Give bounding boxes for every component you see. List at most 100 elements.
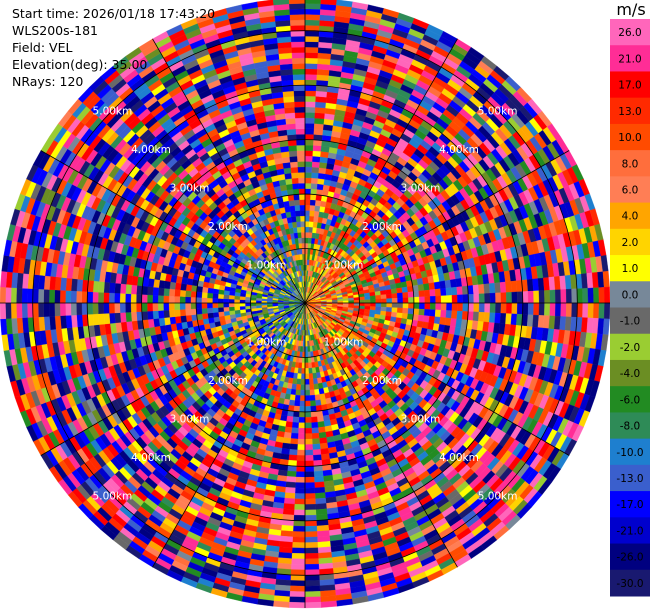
velocity-gate (445, 287, 453, 296)
velocity-gate (478, 293, 485, 304)
velocity-gate (296, 378, 302, 385)
velocity-gate (299, 400, 306, 407)
velocity-gate (408, 297, 415, 304)
velocity-gate (298, 411, 306, 418)
velocity-gate (304, 542, 318, 549)
velocity-gate (318, 431, 327, 439)
velocity-gate (298, 422, 306, 429)
velocity-gate (304, 123, 315, 130)
velocity-gate (304, 563, 320, 571)
velocity-gate (304, 520, 317, 527)
velocity-gate (312, 372, 318, 379)
velocity-gate (164, 317, 171, 326)
velocity-gate (428, 315, 436, 324)
velocity-gate (286, 415, 294, 423)
velocity-gate (526, 314, 534, 328)
velocity-gate (304, 0, 322, 5)
velocity-gate (451, 286, 458, 296)
velocity-gate (304, 531, 318, 538)
velocity-gate (413, 290, 420, 298)
velocity-gate (522, 291, 529, 304)
velocity-gate (304, 460, 314, 467)
velocity-gate (380, 302, 387, 308)
velocity-gate (571, 302, 578, 318)
velocity-gate (472, 311, 480, 322)
velocity-gate (229, 310, 236, 316)
velocity-gate (462, 294, 469, 304)
velocity-gate (185, 308, 192, 316)
velocity-gate (286, 476, 297, 483)
velocity-gates (0, 0, 610, 609)
velocity-gate (364, 292, 371, 297)
velocity-gate (312, 145, 322, 152)
velocity-gate (234, 302, 240, 307)
velocity-gate (290, 563, 306, 571)
velocity-gate (304, 601, 322, 609)
velocity-gate (473, 293, 480, 304)
velocity-gate (239, 309, 246, 314)
velocity-gate (311, 362, 316, 369)
velocity-gate (299, 395, 306, 402)
velocity-gate (311, 177, 319, 184)
velocity-gate (304, 482, 315, 489)
velocity-gate (293, 405, 300, 412)
velocity-gate (284, 487, 296, 494)
velocity-gate (402, 307, 409, 314)
velocity-gate (483, 312, 491, 323)
velocity-gate (304, 215, 310, 222)
velocity-gate (380, 290, 387, 296)
velocity-gate (300, 378, 306, 385)
velocity-gate (364, 296, 371, 301)
velocity-gate (429, 296, 436, 304)
velocity-gate (308, 221, 314, 228)
velocity-gate (304, 101, 316, 108)
velocity-gate (304, 30, 320, 37)
velocity-gate (289, 443, 298, 451)
velocity-gate (304, 368, 309, 374)
velocity-gate (201, 313, 209, 320)
velocity-gate (370, 299, 376, 304)
velocity-gate (413, 296, 420, 304)
velocity-gate (489, 292, 496, 304)
velocity-gate (571, 288, 578, 304)
velocity-gate (304, 351, 309, 358)
velocity-gate (413, 308, 420, 316)
velocity-gate (435, 295, 442, 304)
velocity-gate (304, 199, 311, 206)
velocity-gate (478, 302, 485, 313)
velocity-gate (147, 310, 154, 320)
velocity-gate (533, 290, 540, 304)
velocity-gate (298, 427, 306, 434)
velocity-gate (587, 302, 594, 319)
velocity-gate (440, 295, 447, 304)
velocity-gate (386, 293, 393, 299)
velocity-gate (317, 172, 326, 180)
velocity-gate (315, 96, 327, 103)
velocity-gate (309, 389, 315, 396)
velocity-gate (304, 580, 320, 587)
velocity-gate (304, 144, 314, 151)
velocity-gate (310, 194, 317, 201)
velocity-gate (98, 313, 105, 325)
velocity-gate (208, 317, 215, 324)
velocity-gate (304, 14, 321, 21)
velocity-gate (319, 162, 328, 169)
velocity-gate (304, 444, 313, 451)
velocity-gate (418, 308, 425, 316)
velocity-gate (125, 311, 132, 322)
velocity-gate (295, 476, 306, 483)
velocity-gate (315, 199, 322, 207)
velocity-gate (582, 288, 589, 304)
velocity-gate (314, 117, 325, 125)
velocity-gate (103, 313, 111, 325)
velocity-gate (290, 569, 306, 576)
velocity-gate (130, 311, 138, 322)
velocity-gate (397, 297, 404, 304)
velocity-gate (223, 306, 230, 312)
velocity-gate (506, 292, 513, 304)
velocity-gate (288, 601, 306, 609)
velocity-gate (304, 106, 316, 113)
velocity-gate (419, 296, 425, 304)
velocity-gate (212, 311, 220, 318)
velocity-gate (292, 536, 306, 543)
